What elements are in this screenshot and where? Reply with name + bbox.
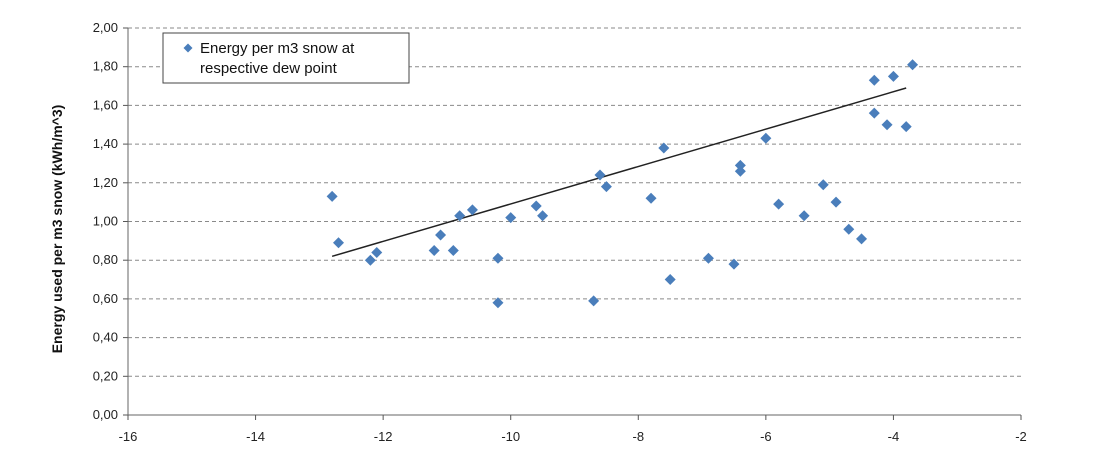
y-tick-label: 2,00 — [93, 20, 118, 35]
y-tick-label: 1,00 — [93, 214, 118, 229]
data-point — [881, 119, 893, 131]
data-point — [588, 295, 600, 307]
legend-label: Energy per m3 snow at respective dew poin… — [200, 40, 355, 77]
axes: 0,00 0,20 0,40 0,60 0,80 1,00 1,20 1,40 1,60 1,80… — [93, 20, 1027, 444]
data-point — [887, 70, 899, 82]
y-tick-label: 1,20 — [93, 175, 118, 190]
x-tick-label: -10 — [501, 429, 520, 444]
data-point — [600, 181, 612, 193]
x-tick-label: -16 — [119, 429, 138, 444]
y-axis-title: Energy used per m3 snow (kWh/m^3) — [49, 105, 65, 354]
data-point — [428, 245, 440, 257]
legend-marker — [183, 43, 193, 53]
y-tick-label: 0,60 — [93, 291, 118, 306]
data-point — [856, 233, 868, 245]
data-point — [435, 229, 447, 241]
data-point — [773, 198, 785, 210]
legend: Energy per m3 snow at respective dew poin… — [162, 32, 410, 84]
trendline — [331, 87, 907, 258]
data-point — [492, 252, 504, 264]
x-tick-label: -2 — [1015, 429, 1027, 444]
data-point — [466, 204, 478, 216]
data-point — [868, 74, 880, 86]
y-tick-label: 1,60 — [93, 97, 118, 112]
data-point — [907, 59, 919, 71]
data-point — [760, 132, 772, 144]
y-tick-label: 0,40 — [93, 330, 118, 345]
data-point — [868, 107, 880, 119]
y-tick-label: 1,40 — [93, 136, 118, 151]
data-point — [454, 210, 466, 222]
data-point — [492, 297, 504, 309]
data-point — [332, 237, 344, 249]
data-point — [594, 169, 606, 181]
x-tick-label: -14 — [246, 429, 265, 444]
data-point — [530, 200, 542, 212]
data-point — [537, 210, 549, 222]
x-tick-label: -6 — [760, 429, 772, 444]
legend-box — [162, 32, 410, 84]
data-point — [734, 165, 746, 177]
x-tick-label: -12 — [374, 429, 393, 444]
data-point — [900, 121, 912, 133]
data-point — [734, 159, 746, 171]
data-point — [505, 212, 517, 224]
data-point — [798, 210, 810, 222]
data-point — [645, 192, 657, 204]
y-tick-label: 0,80 — [93, 252, 118, 267]
data-point — [371, 246, 383, 258]
data-point — [817, 179, 829, 191]
data-point — [326, 190, 338, 202]
data-point — [658, 142, 670, 154]
data-point — [843, 223, 855, 235]
y-tick-label: 0,00 — [93, 407, 118, 422]
y-tick-label: 1,80 — [93, 59, 118, 74]
data-point — [702, 252, 714, 264]
data-point — [830, 196, 842, 208]
data-point — [664, 274, 676, 286]
data-point — [728, 258, 740, 270]
x-tick-label: -4 — [888, 429, 900, 444]
trendline-group — [331, 87, 907, 258]
data-point — [447, 245, 459, 257]
data-points — [326, 59, 919, 309]
y-tick-label: 0,20 — [93, 368, 118, 383]
data-point — [364, 254, 376, 266]
x-tick-label: -8 — [633, 429, 645, 444]
